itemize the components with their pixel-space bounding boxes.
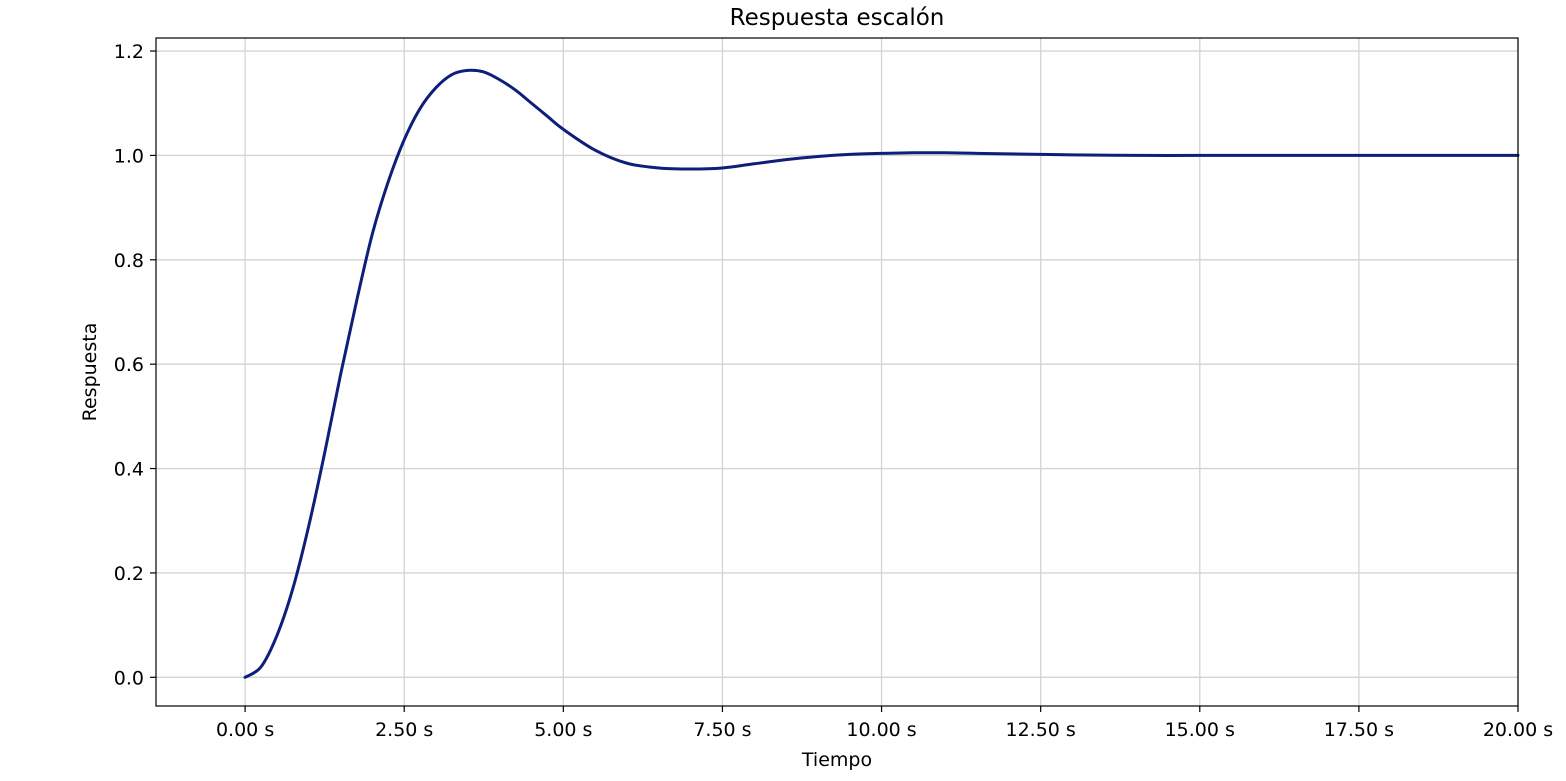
x-tick-label: 15.00 s (1165, 719, 1235, 741)
y-tick-label: 1.2 (114, 41, 144, 63)
x-tick-label: 12.50 s (1005, 719, 1075, 741)
series-line (243, 68, 1520, 679)
y-axis-label: Respuesta (79, 323, 101, 422)
grid-lines (156, 38, 1519, 706)
x-tick-label: 17.50 s (1324, 719, 1394, 741)
series-group (243, 68, 1520, 679)
x-tick-label: 20.00 s (1483, 719, 1553, 741)
y-tick-label: 0.6 (114, 354, 144, 376)
y-tick-label: 0.4 (114, 459, 144, 481)
chart-title: Respuesta escalón (730, 5, 945, 31)
x-tick-label: 0.00 s (216, 719, 274, 741)
x-tick-label: 5.00 s (534, 719, 592, 741)
x-tick-label: 10.00 s (846, 719, 916, 741)
y-tick-label: 1.0 (114, 145, 144, 167)
plot-frame (155, 37, 1519, 707)
y-tick-label: 0.2 (114, 563, 144, 585)
x-tick-label: 7.50 s (693, 719, 751, 741)
x-axis-label: Tiempo (801, 749, 872, 771)
x-tick-label: 2.50 s (375, 719, 433, 741)
y-axis: 0.0 0.2 0.4 0.6 0.8 1.0 1.2 (114, 41, 156, 689)
y-tick-label: 0.0 (114, 667, 144, 689)
x-axis: 0.00 s 2.50 s 5.00 s 7.50 s 10.00 s 12.50 s 15… (216, 706, 1553, 741)
y-tick-label: 0.8 (114, 250, 144, 272)
